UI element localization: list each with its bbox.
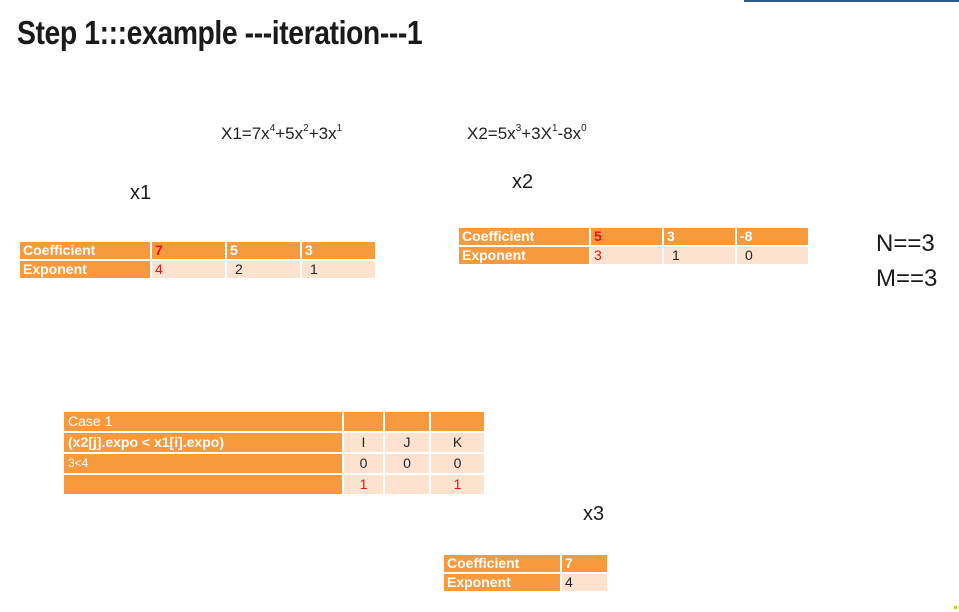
top-accent-bar — [744, 0, 959, 2]
cell — [385, 412, 429, 431]
cell — [431, 412, 484, 431]
cell: 5 — [591, 228, 662, 245]
x3-label: x3 — [583, 503, 605, 525]
cell — [344, 412, 383, 431]
slide-title: Step 1:::example ---iteration---1 — [17, 14, 423, 51]
case-compare: 3<4 — [64, 454, 342, 473]
x1-label: x1 — [130, 182, 152, 204]
row-header: Coefficient — [444, 555, 560, 572]
cell — [64, 475, 342, 494]
value-j: 0 — [385, 454, 429, 473]
cell: 5 — [227, 242, 300, 259]
cell: 4 — [562, 574, 607, 591]
case-compare-row: 3<4 0 0 0 — [64, 454, 484, 473]
equation-x2: X2=5x3+3X1-8x0 — [467, 123, 587, 144]
case-table: Case 1 (x2[j].expo < x1[i].expo) I J K 3… — [62, 410, 486, 496]
case-condition-row: (x2[j].expo < x1[i].expo) I J K — [64, 433, 484, 452]
case-result-row: 1 1 — [64, 475, 484, 494]
exponent-row: Exponent 4 — [444, 574, 607, 591]
row-header: Coefficient — [459, 228, 589, 245]
result-j — [385, 475, 429, 494]
coefficient-row: Coefficient 7 5 3 — [20, 242, 375, 259]
m-value: M==3 — [876, 265, 938, 292]
cell: 3 — [302, 242, 375, 259]
x3-polynomial-table: Coefficient 7 Exponent 4 — [442, 553, 609, 593]
coefficient-row: Coefficient 7 — [444, 555, 607, 572]
equation-x1: X1=7x4+5x2+3x1 — [221, 123, 343, 144]
exponent-row: Exponent 3 1 0 — [459, 247, 808, 264]
cell: 3 — [664, 228, 735, 245]
result-k: 1 — [431, 475, 484, 494]
case-title-row: Case 1 — [64, 412, 484, 431]
case-title: Case 1 — [64, 412, 342, 431]
n-value: N==3 — [876, 230, 935, 257]
corner-marker — [954, 606, 957, 609]
cell: 1 — [302, 261, 375, 278]
col-k-header: K — [431, 433, 484, 452]
x1-polynomial-table: Coefficient 7 5 3 Exponent 4 2 1 — [18, 240, 377, 280]
result-i: 1 — [344, 475, 383, 494]
cell: 3 — [591, 247, 662, 264]
value-i: 0 — [344, 454, 383, 473]
x2-polynomial-table: Coefficient 5 3 -8 Exponent 3 1 0 — [457, 226, 810, 266]
row-header: Exponent — [459, 247, 589, 264]
value-k: 0 — [431, 454, 484, 473]
col-i-header: I — [344, 433, 383, 452]
x2-label: x2 — [512, 171, 534, 193]
row-header: Exponent — [444, 574, 560, 591]
cell: 1 — [664, 247, 735, 264]
col-j-header: J — [385, 433, 429, 452]
cell: 0 — [737, 247, 808, 264]
cell: 4 — [152, 261, 225, 278]
cell: 2 — [227, 261, 300, 278]
coefficient-row: Coefficient 5 3 -8 — [459, 228, 808, 245]
cell: 7 — [152, 242, 225, 259]
cell: 7 — [562, 555, 607, 572]
exponent-row: Exponent 4 2 1 — [20, 261, 375, 278]
case-condition: (x2[j].expo < x1[i].expo) — [64, 433, 342, 452]
row-header: Coefficient — [20, 242, 150, 259]
row-header: Exponent — [20, 261, 150, 278]
cell: -8 — [737, 228, 808, 245]
